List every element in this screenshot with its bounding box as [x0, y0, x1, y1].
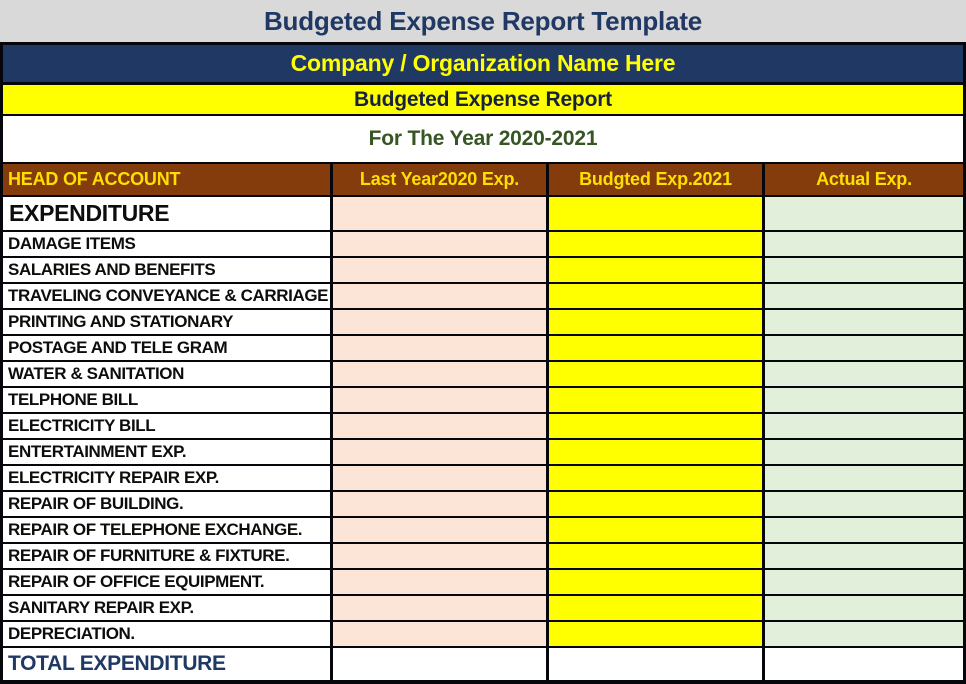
budgeted-cell[interactable]: [549, 362, 762, 386]
row-label: ENTERTAINMENT EXP.: [3, 440, 330, 464]
row-label: PRINTING AND STATIONARY: [3, 310, 330, 334]
actual-cell[interactable]: [765, 518, 963, 542]
section-label-expenditure: EXPENDITURE: [3, 197, 330, 230]
expense-table: HEAD OF ACCOUNT Last Year2020 Exp. Budgt…: [3, 164, 963, 680]
last-year-cell[interactable]: [333, 336, 546, 360]
year-title: For The Year 2020-2021: [3, 116, 963, 164]
last-year-cell[interactable]: [333, 258, 546, 282]
last-year-cell[interactable]: [333, 232, 546, 256]
last-year-cell[interactable]: [333, 570, 546, 594]
budgeted-cell[interactable]: [549, 336, 762, 360]
budgeted-cell[interactable]: [549, 414, 762, 438]
row-label: DAMAGE ITEMS: [3, 232, 330, 256]
total-budgeted-cell[interactable]: [549, 648, 762, 680]
header-head-of-account: HEAD OF ACCOUNT: [3, 164, 330, 195]
actual-cell[interactable]: [765, 570, 963, 594]
last-year-cell[interactable]: [333, 414, 546, 438]
company-name-banner: Company / Organization Name Here: [3, 45, 963, 85]
actual-cell[interactable]: [765, 310, 963, 334]
last-year-cell[interactable]: [333, 466, 546, 490]
budgeted-cell[interactable]: [549, 570, 762, 594]
row-label: REPAIR OF FURNITURE & FIXTURE.: [3, 544, 330, 568]
header-last-year-exp: Last Year2020 Exp.: [333, 164, 546, 195]
last-year-cell[interactable]: [333, 388, 546, 412]
budgeted-cell[interactable]: [549, 388, 762, 412]
budgeted-cell[interactable]: [549, 258, 762, 282]
total-last-year-cell[interactable]: [333, 648, 546, 680]
budgeted-cell[interactable]: [549, 492, 762, 516]
budgeted-cell[interactable]: [549, 596, 762, 620]
header-budgeted-exp: Budgted Exp.2021: [549, 164, 762, 195]
budgeted-cell[interactable]: [549, 622, 762, 646]
row-label: ELECTRICITY REPAIR EXP.: [3, 466, 330, 490]
last-year-cell[interactable]: [333, 518, 546, 542]
actual-cell[interactable]: [765, 622, 963, 646]
last-year-cell[interactable]: [333, 596, 546, 620]
budgeted-cell[interactable]: [549, 232, 762, 256]
actual-cell[interactable]: [765, 284, 963, 308]
row-label: POSTAGE AND TELE GRAM: [3, 336, 330, 360]
row-label: REPAIR OF TELEPHONE EXCHANGE.: [3, 518, 330, 542]
section-budgeted-cell[interactable]: [549, 197, 762, 230]
last-year-cell[interactable]: [333, 284, 546, 308]
budgeted-cell[interactable]: [549, 518, 762, 542]
last-year-cell[interactable]: [333, 544, 546, 568]
budgeted-cell[interactable]: [549, 544, 762, 568]
last-year-cell[interactable]: [333, 440, 546, 464]
row-label: SANITARY REPAIR EXP.: [3, 596, 330, 620]
budgeted-cell[interactable]: [549, 284, 762, 308]
last-year-cell[interactable]: [333, 362, 546, 386]
row-label: TRAVELING CONVEYANCE & CARRIAGE: [3, 284, 330, 308]
total-actual-cell[interactable]: [765, 648, 963, 680]
actual-cell[interactable]: [765, 544, 963, 568]
total-row-label: TOTAL EXPENDITURE: [3, 648, 330, 680]
actual-cell[interactable]: [765, 362, 963, 386]
actual-cell[interactable]: [765, 336, 963, 360]
actual-cell[interactable]: [765, 596, 963, 620]
row-label: SALARIES AND BENEFITS: [3, 258, 330, 282]
report-title-banner: Budgeted Expense Report: [3, 85, 963, 116]
report-body: Company / Organization Name Here Budgete…: [0, 45, 966, 684]
actual-cell[interactable]: [765, 440, 963, 464]
actual-cell[interactable]: [765, 466, 963, 490]
section-actual-cell[interactable]: [765, 197, 963, 230]
last-year-cell[interactable]: [333, 310, 546, 334]
actual-cell[interactable]: [765, 388, 963, 412]
actual-cell[interactable]: [765, 414, 963, 438]
row-label: REPAIR OF BUILDING.: [3, 492, 330, 516]
row-label: REPAIR OF OFFICE EQUIPMENT.: [3, 570, 330, 594]
section-last-year-cell[interactable]: [333, 197, 546, 230]
budgeted-cell[interactable]: [549, 466, 762, 490]
budgeted-cell[interactable]: [549, 310, 762, 334]
actual-cell[interactable]: [765, 232, 963, 256]
actual-cell[interactable]: [765, 492, 963, 516]
actual-cell[interactable]: [765, 258, 963, 282]
page-title: Budgeted Expense Report Template: [0, 0, 966, 45]
budgeted-cell[interactable]: [549, 440, 762, 464]
row-label: WATER & SANITATION: [3, 362, 330, 386]
row-label: TELPHONE BILL: [3, 388, 330, 412]
last-year-cell[interactable]: [333, 492, 546, 516]
row-label: DEPRECIATION.: [3, 622, 330, 646]
row-label: ELECTRICITY BILL: [3, 414, 330, 438]
last-year-cell[interactable]: [333, 622, 546, 646]
header-actual-exp: Actual Exp.: [765, 164, 963, 195]
